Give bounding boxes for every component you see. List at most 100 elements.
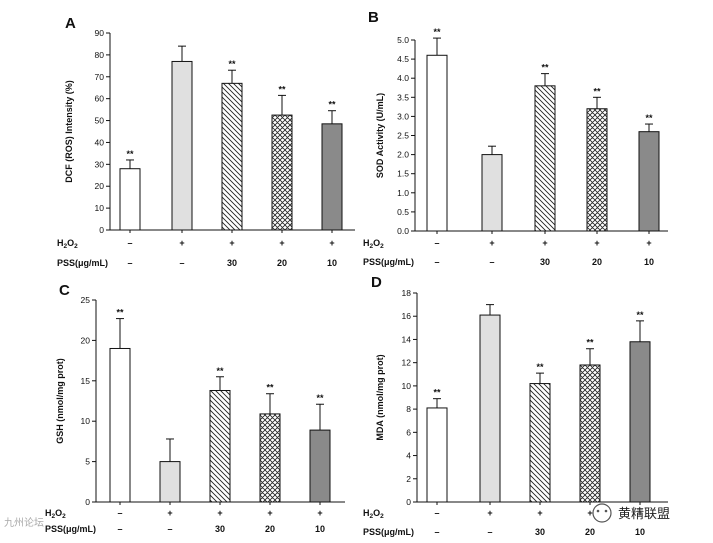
- wechat-icon-eye-left: [596, 509, 600, 513]
- panel-a: A 0 10 20 30 40 50 60 70 80 90 DCF (ROS) Intensity …: [57, 15, 355, 268]
- y-tick-label: 2.0: [397, 150, 409, 160]
- bar: [171, 60, 193, 231]
- y-axis-label: SOD Activity (U/mL): [375, 93, 385, 178]
- condition-value: 20: [265, 524, 275, 534]
- condition-label: PSS(μg/mL): [363, 257, 414, 267]
- condition-value: 10: [315, 524, 325, 534]
- condition-label: H2O2: [363, 238, 384, 250]
- condition-label: PSS(μg/mL): [363, 527, 414, 537]
- bar: [309, 429, 331, 503]
- y-tick-label: 0: [406, 497, 411, 507]
- condition-value: +: [279, 238, 284, 248]
- y-tick-label: 3.5: [397, 92, 409, 102]
- significance-mark: **: [328, 100, 336, 110]
- condition-value: +: [594, 238, 599, 248]
- condition-value: +: [317, 508, 322, 518]
- y-tick-label: 4: [406, 451, 411, 461]
- condition-value: –: [179, 258, 184, 268]
- condition-value: +: [217, 508, 222, 518]
- condition-value: 20: [585, 527, 595, 537]
- condition-value: –: [127, 238, 132, 248]
- bar: [271, 114, 293, 231]
- bar: [638, 131, 660, 232]
- y-tick-label: 0.5: [397, 207, 409, 217]
- y-tick-label: 4.5: [397, 54, 409, 64]
- bar: [534, 85, 556, 232]
- wechat-icon-eye-right: [604, 509, 608, 513]
- condition-value: –: [487, 527, 492, 537]
- y-tick-label: 1.5: [397, 169, 409, 179]
- bar: [109, 347, 131, 503]
- condition-value: 20: [592, 257, 602, 267]
- condition-value: +: [179, 238, 184, 248]
- significance-mark: **: [216, 366, 224, 376]
- wechat-icon: [592, 503, 612, 523]
- bar: [209, 389, 231, 503]
- significance-mark: **: [116, 308, 124, 318]
- y-tick-label: 5: [85, 457, 90, 467]
- bar: [321, 123, 343, 231]
- y-tick-label: 20: [81, 335, 91, 345]
- y-tick-label: 4.0: [397, 73, 409, 83]
- condition-value: +: [229, 238, 234, 248]
- condition-label: H2O2: [57, 238, 78, 250]
- bar: [159, 461, 181, 503]
- significance-mark: **: [278, 84, 286, 94]
- watermark-text: 黄精联盟: [618, 507, 670, 522]
- condition-value: –: [127, 258, 132, 268]
- condition-value: 30: [215, 524, 225, 534]
- condition-value: –: [489, 257, 494, 267]
- y-tick-label: 40: [95, 137, 105, 147]
- panel-c: C 0 5 10 15 20 25 GSH (nmol/mg prot) ** ** ** ** H2O…: [45, 282, 345, 534]
- condition-value: +: [542, 238, 547, 248]
- condition-value: –: [117, 508, 122, 518]
- y-tick-label: 3.0: [397, 111, 409, 121]
- condition-label: H2O2: [363, 508, 384, 520]
- y-tick-label: 15: [81, 376, 91, 386]
- y-tick-label: 12: [402, 358, 412, 368]
- condition-value: 10: [327, 258, 337, 268]
- y-tick-label: 30: [95, 159, 105, 169]
- condition-value: +: [637, 508, 642, 518]
- y-tick-label: 60: [95, 94, 105, 104]
- condition-value: –: [434, 238, 439, 248]
- bar: [529, 383, 551, 503]
- condition-value: +: [489, 238, 494, 248]
- condition-value: +: [587, 508, 592, 518]
- y-tick-label: 20: [95, 181, 105, 191]
- condition-value: 10: [644, 257, 654, 267]
- bar: [426, 407, 448, 503]
- condition-value: –: [434, 508, 439, 518]
- condition-value: 20: [277, 258, 287, 268]
- condition-label: H2O2: [45, 508, 66, 520]
- condition-value: –: [117, 524, 122, 534]
- y-tick-label: 2.5: [397, 131, 409, 141]
- corner-watermark-text: 九州论坛: [4, 516, 44, 529]
- condition-value: –: [434, 257, 439, 267]
- condition-value: –: [167, 524, 172, 534]
- significance-mark: **: [541, 63, 549, 73]
- bar: [579, 364, 601, 503]
- y-tick-label: 1.0: [397, 188, 409, 198]
- bar: [479, 314, 501, 503]
- y-tick-label: 50: [95, 116, 105, 126]
- y-tick-label: 14: [402, 334, 412, 344]
- condition-value: 30: [540, 257, 550, 267]
- significance-mark: **: [266, 383, 274, 393]
- y-axis-label: DCF (ROS) Intensity (%): [64, 80, 74, 183]
- significance-mark: **: [586, 338, 594, 348]
- condition-label: PSS(μg/mL): [57, 258, 108, 268]
- y-tick-label: 0.0: [397, 226, 409, 236]
- significance-mark: **: [228, 59, 236, 69]
- y-tick-label: 80: [95, 50, 105, 60]
- bar: [426, 54, 448, 232]
- significance-mark: **: [433, 27, 441, 37]
- y-axis-label: GSH (nmol/mg prot): [55, 358, 65, 444]
- significance-mark: **: [126, 149, 134, 159]
- bar: [259, 413, 281, 503]
- condition-value: +: [267, 508, 272, 518]
- y-tick-label: 18: [402, 288, 412, 298]
- y-tick-label: 2: [406, 474, 411, 484]
- y-tick-label: 0: [85, 497, 90, 507]
- significance-mark: **: [536, 362, 544, 372]
